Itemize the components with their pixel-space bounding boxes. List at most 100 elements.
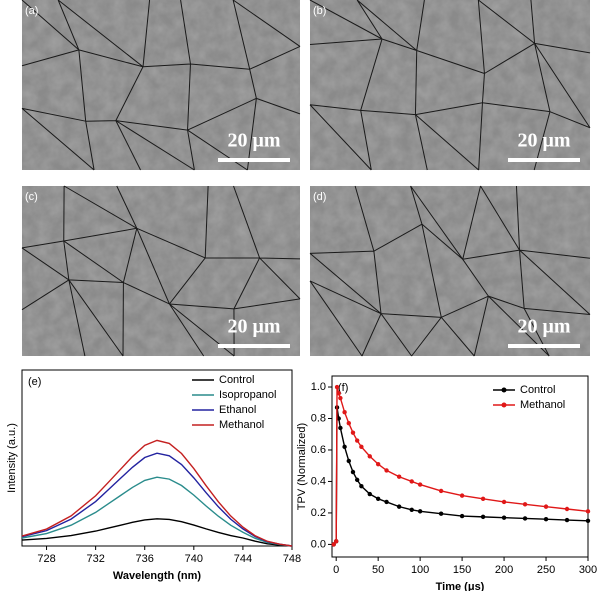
x-tick-label: 736: [136, 553, 154, 565]
data-point: [375, 461, 381, 467]
x-tick-label: 748: [283, 553, 301, 565]
data-point: [501, 499, 507, 505]
legend-marker: [501, 387, 507, 393]
panel-label: (c): [25, 191, 38, 203]
data-point: [354, 477, 360, 483]
data-point: [459, 513, 465, 519]
scale-bar-label: 20 μm: [518, 130, 571, 152]
scale-bar-label: 20 μm: [228, 316, 281, 338]
x-tick-label: 300: [579, 564, 597, 576]
x-tick-label: 732: [86, 553, 104, 565]
panel-label: (f): [338, 382, 348, 394]
legend-label: Isopropanol: [219, 389, 277, 401]
data-point: [409, 507, 414, 512]
panel-label: (d): [313, 191, 326, 203]
sem-image: (a) 20 μm: [21, 0, 301, 171]
data-point: [367, 491, 372, 497]
legend-marker: [501, 402, 507, 408]
data-point: [331, 542, 336, 547]
data-point: [338, 395, 343, 401]
x-tick-label: 728: [37, 553, 55, 565]
y-tick-label: 1.0: [311, 381, 326, 393]
data-point: [396, 474, 402, 479]
series-line: [333, 407, 589, 545]
sem-texture: [310, 0, 590, 170]
sem-image: (b) 20 μm: [309, 0, 591, 171]
plot-frame: [331, 375, 589, 558]
sem-texture: [22, 186, 300, 356]
series-line: [21, 452, 293, 547]
y-tick-label: 0.2: [311, 507, 326, 519]
data-point: [333, 539, 339, 544]
y-tick-label: 0.6: [311, 444, 326, 456]
data-point: [438, 511, 444, 516]
panel-label: (a): [25, 5, 38, 17]
panel-label: (e): [28, 376, 41, 388]
data-point: [350, 430, 356, 435]
y-axis-label: TPV (Normalized): [296, 423, 308, 510]
data-point: [543, 504, 549, 509]
data-point: [480, 496, 486, 501]
data-point: [585, 518, 591, 523]
data-point: [350, 469, 356, 475]
data-point: [585, 509, 591, 514]
grain-boundary: [309, 185, 591, 357]
y-tick-label: 0.0: [311, 538, 326, 550]
series-line: [21, 476, 293, 547]
data-point: [522, 502, 528, 507]
data-point: [564, 506, 570, 512]
data-point: [564, 517, 570, 523]
series-line: [21, 518, 293, 547]
data-point: [459, 493, 465, 498]
data-point: [396, 504, 402, 509]
data-point: [342, 410, 347, 415]
y-axis-label: Intensity (a.u.): [6, 423, 18, 493]
data-point: [338, 425, 343, 431]
scale-bar-label: 20 μm: [518, 316, 571, 338]
data-point: [342, 444, 347, 450]
legend-label: Methanol: [520, 399, 565, 411]
data-point: [336, 416, 341, 421]
x-tick-label: 744: [234, 553, 252, 565]
data-point: [336, 391, 341, 396]
x-tick-label: 100: [411, 564, 429, 576]
sem-image: (d) 20 μm: [309, 185, 591, 357]
x-tick-label: 740: [185, 553, 203, 565]
legend-label: Control: [520, 384, 555, 396]
x-tick-label: 0: [333, 564, 339, 576]
grain-boundary: [21, 0, 301, 171]
sem-image: (c) 20 μm: [21, 185, 301, 357]
x-tick-label: 250: [537, 564, 555, 576]
x-tick-label: 150: [453, 564, 471, 576]
data-point: [346, 458, 351, 464]
y-tick-label: 0.8: [311, 412, 326, 424]
panel-label: (b): [313, 5, 326, 17]
data-point: [334, 384, 340, 390]
data-point: [417, 509, 423, 514]
scale-bar-label: 20 μm: [228, 130, 281, 152]
data-point: [409, 479, 414, 484]
legend-label: Methanol: [219, 419, 264, 431]
data-point: [438, 488, 444, 494]
data-point: [522, 516, 528, 521]
legend-label: Control: [219, 374, 254, 386]
x-axis-label: Wavelength (nm): [113, 570, 202, 582]
data-point: [501, 515, 507, 520]
data-point: [480, 514, 486, 520]
data-point: [359, 483, 364, 489]
data-point: [384, 499, 389, 505]
data-point: [346, 421, 351, 426]
y-tick-label: 0.4: [311, 475, 326, 487]
grain-boundary: [21, 185, 301, 357]
legend-label: Ethanol: [219, 404, 256, 416]
data-point: [384, 468, 389, 473]
data-point: [359, 444, 364, 450]
data-point: [417, 482, 423, 487]
data-point: [375, 496, 381, 501]
x-tick-label: 200: [495, 564, 513, 576]
plot-frame: [21, 369, 293, 547]
x-axis-label: Time (μs): [436, 581, 485, 591]
grain-boundary: [309, 0, 591, 171]
x-tick-label: 50: [372, 564, 384, 576]
